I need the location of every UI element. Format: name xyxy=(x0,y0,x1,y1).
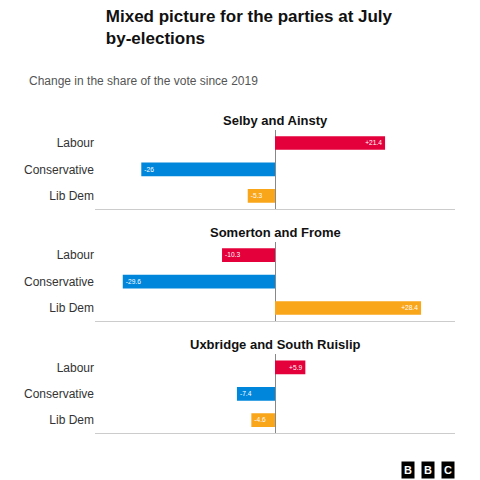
svg-text:+28.4: +28.4 xyxy=(401,304,418,311)
svg-text:Labour: Labour xyxy=(57,136,94,150)
svg-text:Mixed picture for the parties: Mixed picture for the parties at Julyby-… xyxy=(106,7,393,48)
svg-text:-29.6: -29.6 xyxy=(126,278,141,285)
svg-text:Labour: Labour xyxy=(57,361,94,375)
svg-text:-10.3: -10.3 xyxy=(225,251,240,258)
svg-text:-5.3: -5.3 xyxy=(251,192,263,199)
svg-text:Conservative: Conservative xyxy=(24,163,94,177)
svg-text:Change in the share of the vot: Change in the share of the vote since 20… xyxy=(29,74,258,88)
svg-text:Somerton and Frome: Somerton and Frome xyxy=(210,225,341,240)
svg-text:-26: -26 xyxy=(144,166,154,173)
svg-text:Selby and Ainsty: Selby and Ainsty xyxy=(223,113,328,128)
svg-text:Conservative: Conservative xyxy=(24,387,94,401)
svg-text:+5.9: +5.9 xyxy=(289,364,302,371)
svg-text:Conservative: Conservative xyxy=(24,275,94,289)
svg-text:B: B xyxy=(404,464,412,476)
svg-text:Labour: Labour xyxy=(57,248,94,262)
svg-text:Lib Dem: Lib Dem xyxy=(49,301,94,315)
svg-text:Uxbridge and South Ruislip: Uxbridge and South Ruislip xyxy=(190,337,361,352)
svg-text:Lib Dem: Lib Dem xyxy=(49,189,94,203)
svg-text:B: B xyxy=(424,464,432,476)
svg-text:C: C xyxy=(444,464,452,476)
svg-text:Lib Dem: Lib Dem xyxy=(49,413,94,427)
svg-text:-4.6: -4.6 xyxy=(254,416,266,423)
svg-text:+21.4: +21.4 xyxy=(365,139,382,146)
svg-text:-7.4: -7.4 xyxy=(240,390,252,397)
